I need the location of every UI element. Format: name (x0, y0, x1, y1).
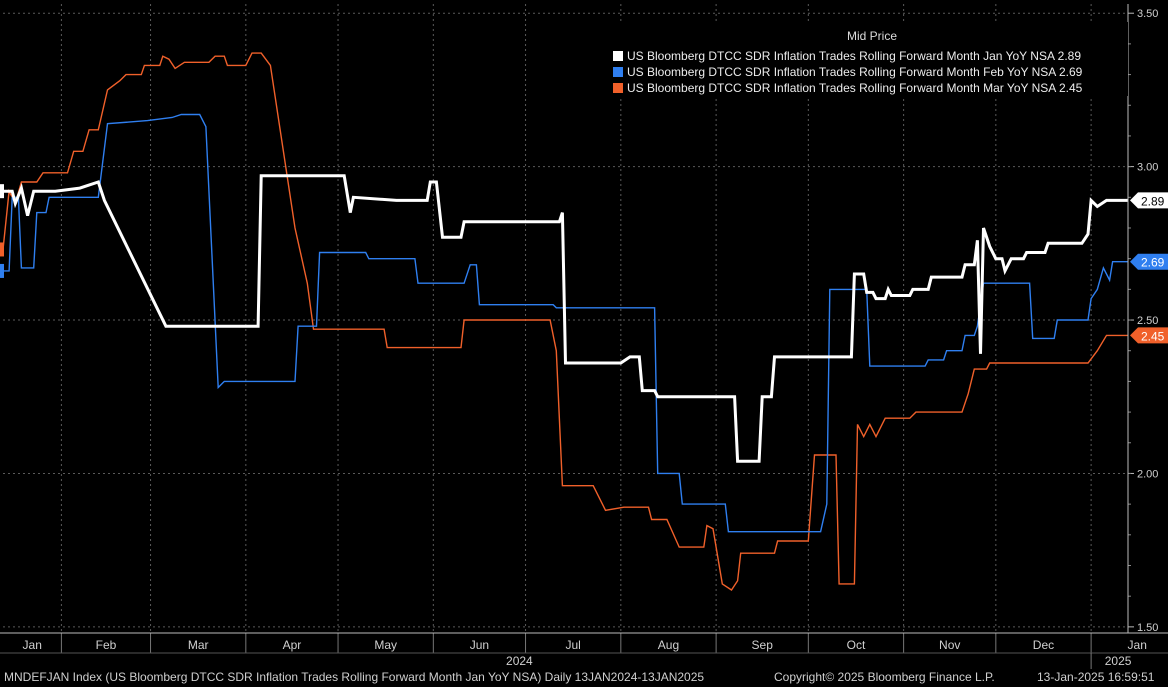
series-line (2, 52, 1128, 591)
series-line (3, 113, 1128, 533)
last-value-tag: 2.45 (1130, 327, 1168, 344)
x-tick-label: Nov (939, 638, 960, 652)
x-tick-label: Jul (566, 638, 581, 652)
last-value-tag: 2.69 (1130, 253, 1168, 270)
legend-box (606, 22, 1128, 96)
last-value-labels: 2.89 2.69 2.45 (1130, 192, 1168, 344)
x-tick-label: Apr (283, 638, 302, 652)
y-tick-label: 1.50 (1137, 622, 1158, 634)
legend-swatch (613, 67, 623, 77)
x-tick-label: Jan (23, 638, 42, 652)
x-tick-label: Aug (658, 638, 679, 652)
legend-title: Mid Price (847, 29, 897, 43)
footer-description: MNDEFJAN Index (US Bloomberg DTCC SDR In… (4, 670, 705, 684)
year-label: 2025 (1105, 654, 1132, 668)
footer-timestamp: 13-Jan-2025 16:59:51 (1037, 670, 1155, 684)
axes: 3.50 3.00 2.50 2.00 1.50 Jan Feb Mar Apr May Jun Ju… (0, 4, 1168, 669)
last-value-text: 2.69 (1141, 256, 1165, 270)
x-tick-label: Mar (188, 638, 209, 652)
y-tick-label: 2.50 (1137, 315, 1158, 327)
footer: MNDEFJAN Index (US Bloomberg DTCC SDR In… (0, 668, 1168, 687)
last-value-box (1130, 192, 1168, 209)
last-value-box (1130, 253, 1168, 270)
last-value-text: 2.45 (1141, 329, 1165, 343)
legend: Mid Price US Bloomberg DTCC SDR Inflation… (606, 22, 1128, 96)
y-tick-label: 3.00 (1137, 162, 1158, 174)
legend-entry: US Bloomberg DTCC SDR Inflation Trades R… (627, 65, 1083, 79)
legend-entry: US Bloomberg DTCC SDR Inflation Trades R… (627, 49, 1081, 63)
last-value-text: 2.89 (1141, 194, 1165, 208)
x-tick-label: Jun (470, 638, 489, 652)
x-tick-label: Sep (752, 638, 774, 652)
series-start-marker (0, 263, 4, 278)
x-tick-label: Oct (847, 638, 866, 652)
series-line (3, 174, 1128, 463)
x-tick-label: Dec (1033, 638, 1054, 652)
last-value-tag: 2.89 (1130, 192, 1168, 209)
footer-copyright: Copyright© 2025 Bloomberg Finance L.P. (774, 670, 995, 684)
x-tick-label: Jan (1128, 638, 1147, 652)
legend-swatch (613, 83, 623, 93)
y-tick-label: 2.00 (1137, 468, 1158, 480)
series-lines (0, 52, 1128, 591)
x-tick-label: May (374, 638, 397, 652)
series-start-marker (0, 242, 4, 257)
year-label: 2024 (506, 654, 533, 668)
x-tick-label: Feb (96, 638, 117, 652)
series-start-marker (0, 184, 4, 199)
legend-swatch (613, 51, 623, 61)
legend-entry: US Bloomberg DTCC SDR Inflation Trades R… (627, 81, 1083, 95)
last-value-box (1130, 327, 1168, 344)
y-tick-label: 3.50 (1137, 8, 1158, 20)
